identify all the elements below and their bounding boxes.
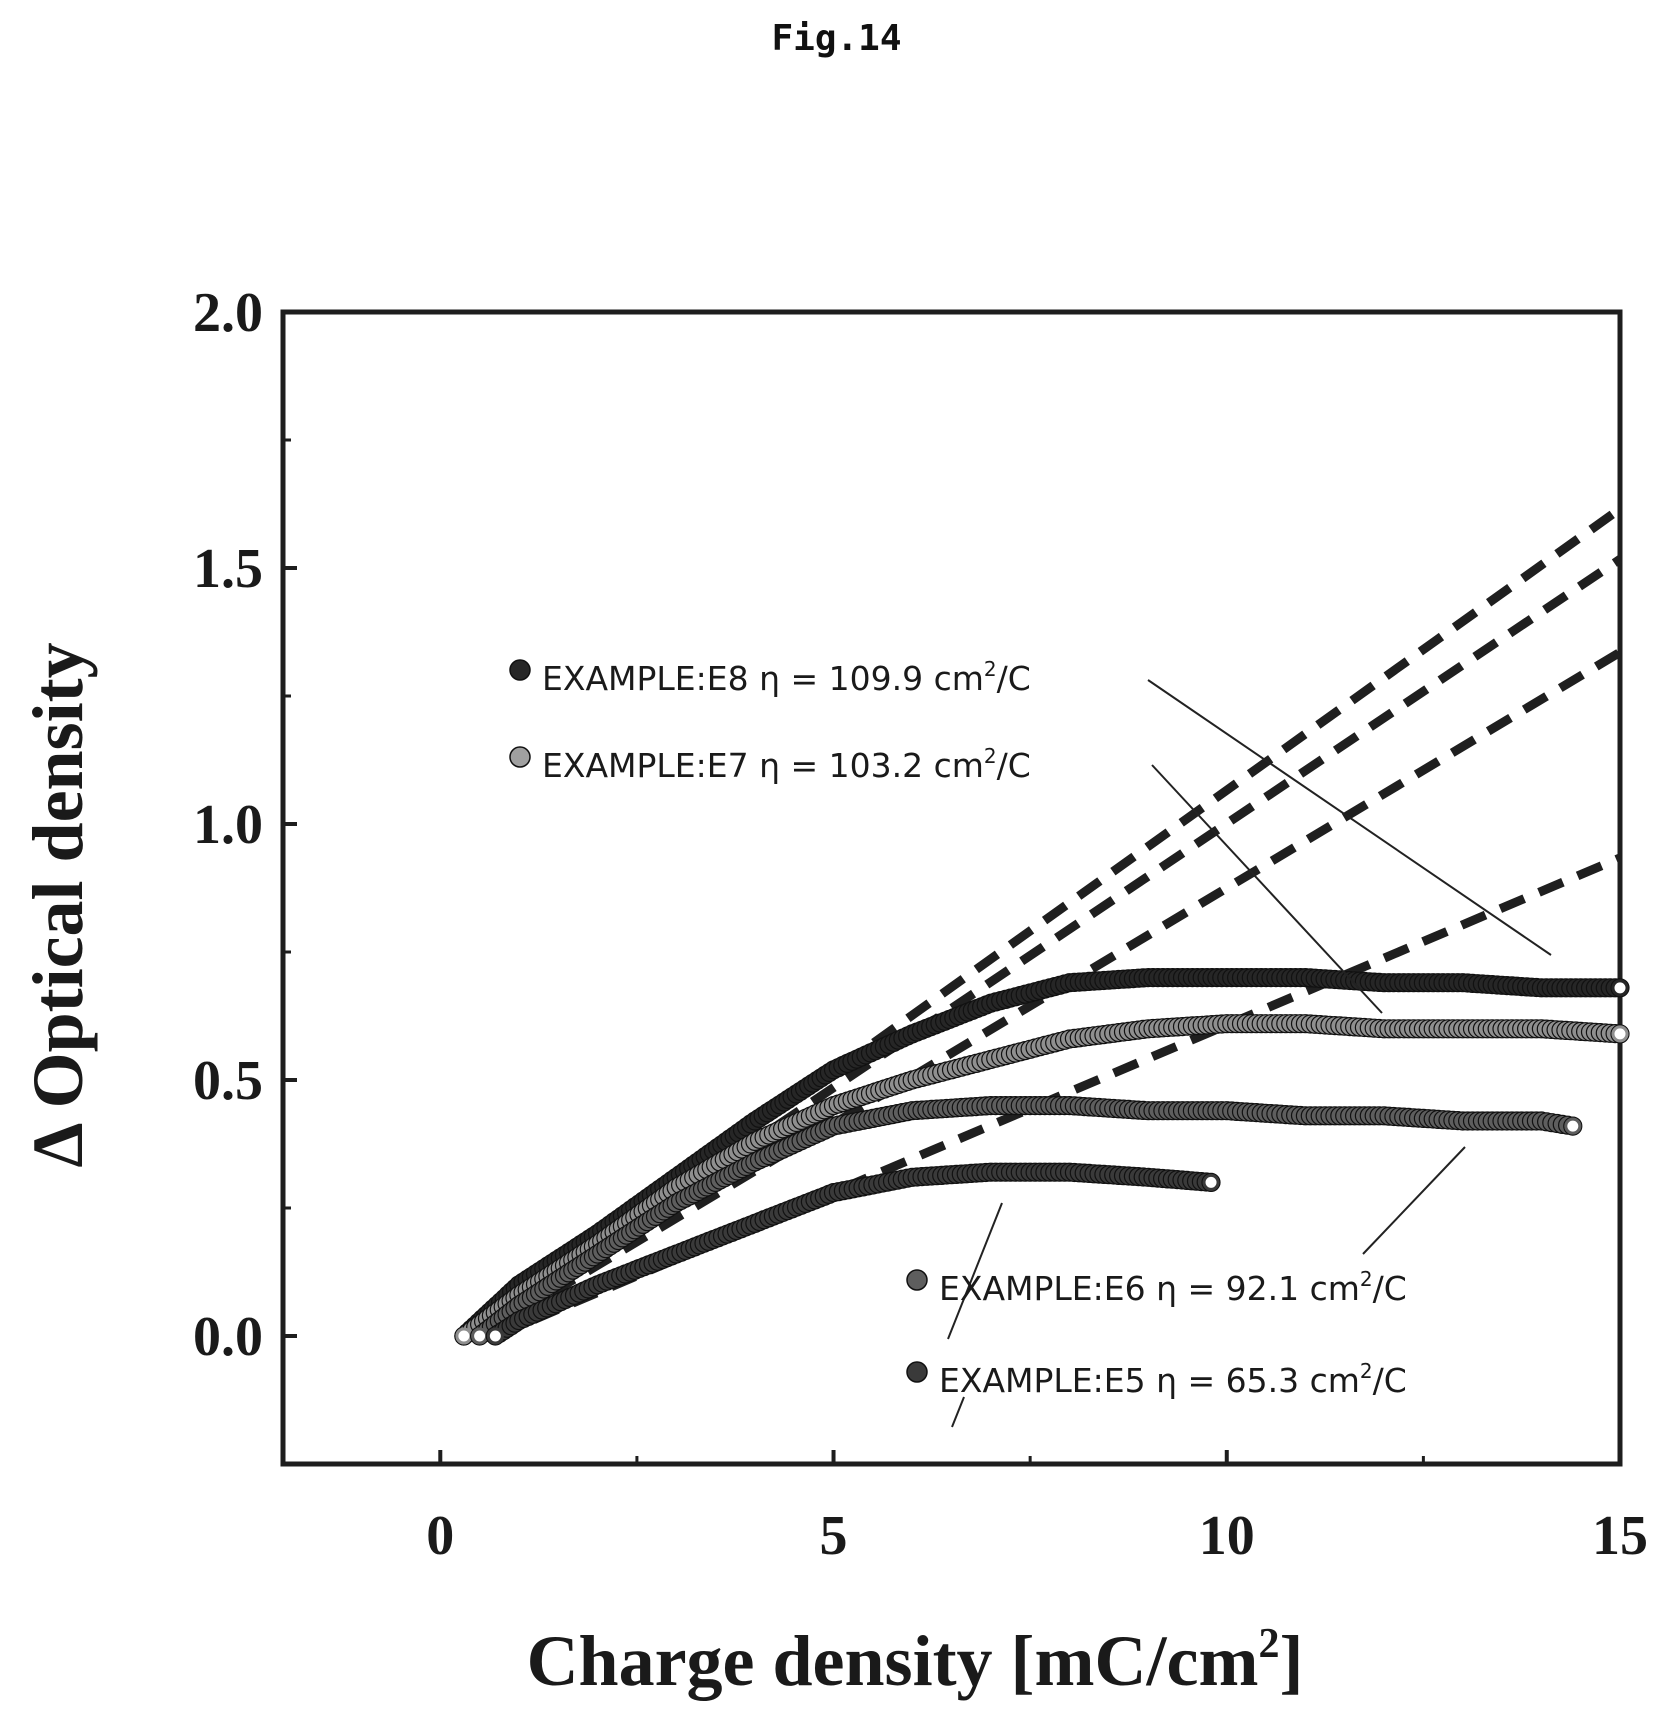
legend-eta-unit: /C (1373, 1361, 1407, 1400)
y-tick-label: 1.5 (193, 538, 263, 600)
legend-label: EXAMPLE:E7 η = 103.2 cm2/C (542, 744, 1031, 785)
legend-entry-e6: EXAMPLE:E6 η = 92.1 cm2/C (906, 1267, 1407, 1308)
legend-series-name: EXAMPLE:E6 (939, 1269, 1156, 1308)
leader-line (951, 1396, 965, 1428)
x-tick-label: 0 (426, 1505, 454, 1567)
legend-eta: η = 103.2 cm (759, 746, 984, 785)
series-start-marker (486, 1327, 504, 1345)
series-end-marker (1564, 1117, 1582, 1135)
x-axis-label: Charge density [mC/cm2] (527, 1621, 1304, 1701)
series-end-marker (1611, 979, 1629, 997)
legend-label: EXAMPLE:E5 η = 65.3 cm2/C (939, 1359, 1407, 1400)
legend-marker (509, 746, 531, 768)
series-start-marker (471, 1327, 489, 1345)
y-tick-label: 1.0 (193, 794, 263, 856)
legend-eta-unit: /C (997, 659, 1031, 698)
legend-eta-unit: /C (997, 746, 1031, 785)
leader-line (1147, 679, 1552, 956)
y-axis-label: Δ Optical density (18, 642, 98, 1167)
fit-line-e8 (461, 505, 1623, 1340)
legend-leader-lines (947, 679, 1552, 1428)
legend-entry-e5: EXAMPLE:E5 η = 65.3 cm2/C (906, 1359, 1407, 1400)
x-tick-label: 15 (1592, 1505, 1648, 1567)
legend-label: EXAMPLE:E8 η = 109.9 cm2/C (542, 657, 1031, 698)
leader-line (947, 1202, 1003, 1340)
x-tick-label: 10 (1199, 1505, 1255, 1567)
y-axis-ticks: 0.0 0.5 1.0 1.5 2.0 (193, 282, 297, 1466)
legend-eta-unit: /C (1373, 1269, 1407, 1308)
data-series (454, 967, 1630, 1346)
legend-eta-sup: 2 (1360, 1359, 1373, 1383)
leader-line (1151, 764, 1383, 1014)
y-tick-label: 0.5 (193, 1050, 263, 1112)
y-tick-label: 0.0 (193, 1306, 263, 1368)
legend-eta-sup: 2 (984, 657, 997, 681)
x-tick-label: 5 (820, 1505, 848, 1567)
legend-entry-e7: EXAMPLE:E7 η = 103.2 cm2/C (509, 744, 1031, 785)
y-tick-label: 2.0 (193, 282, 263, 344)
plot-frame (280, 309, 1623, 1467)
series-end-marker (1202, 1173, 1220, 1191)
series-e5 (485, 1162, 1221, 1346)
legend-eta: η = 92.1 cm (1156, 1269, 1360, 1308)
legend-eta-sup: 2 (1360, 1267, 1373, 1291)
legend-series-name: EXAMPLE:E8 (542, 659, 759, 698)
series-e6 (470, 1095, 1583, 1346)
legend-marker (906, 1361, 928, 1383)
series-e7 (454, 1014, 1630, 1346)
legend-eta: η = 65.3 cm (1156, 1361, 1360, 1400)
leader-line (1362, 1146, 1466, 1255)
x-axis-label-sup: 2 (1258, 1621, 1279, 1667)
legend-eta-sup: 2 (984, 744, 997, 768)
legend-marker (906, 1269, 928, 1291)
fit-line-e6 (477, 648, 1623, 1340)
x-axis-label-end: ] (1279, 1621, 1303, 1701)
series-start-marker (455, 1327, 473, 1345)
x-axis-ticks: 0 5 10 15 (426, 1450, 1648, 1567)
series-end-marker (1611, 1025, 1629, 1043)
legend-series-name: EXAMPLE:E7 (542, 746, 759, 785)
legend-entry-e8: EXAMPLE:E8 η = 109.9 cm2/C (509, 657, 1031, 698)
figure-title: Fig.14 (771, 18, 902, 59)
x-axis-label-main: Charge density [mC/cm (527, 1621, 1259, 1701)
legend-eta: η = 109.9 cm (759, 659, 984, 698)
legend-series-name: EXAMPLE:E5 (939, 1361, 1156, 1400)
legend-label: EXAMPLE:E6 η = 92.1 cm2/C (939, 1267, 1407, 1308)
legend-marker (509, 659, 531, 681)
